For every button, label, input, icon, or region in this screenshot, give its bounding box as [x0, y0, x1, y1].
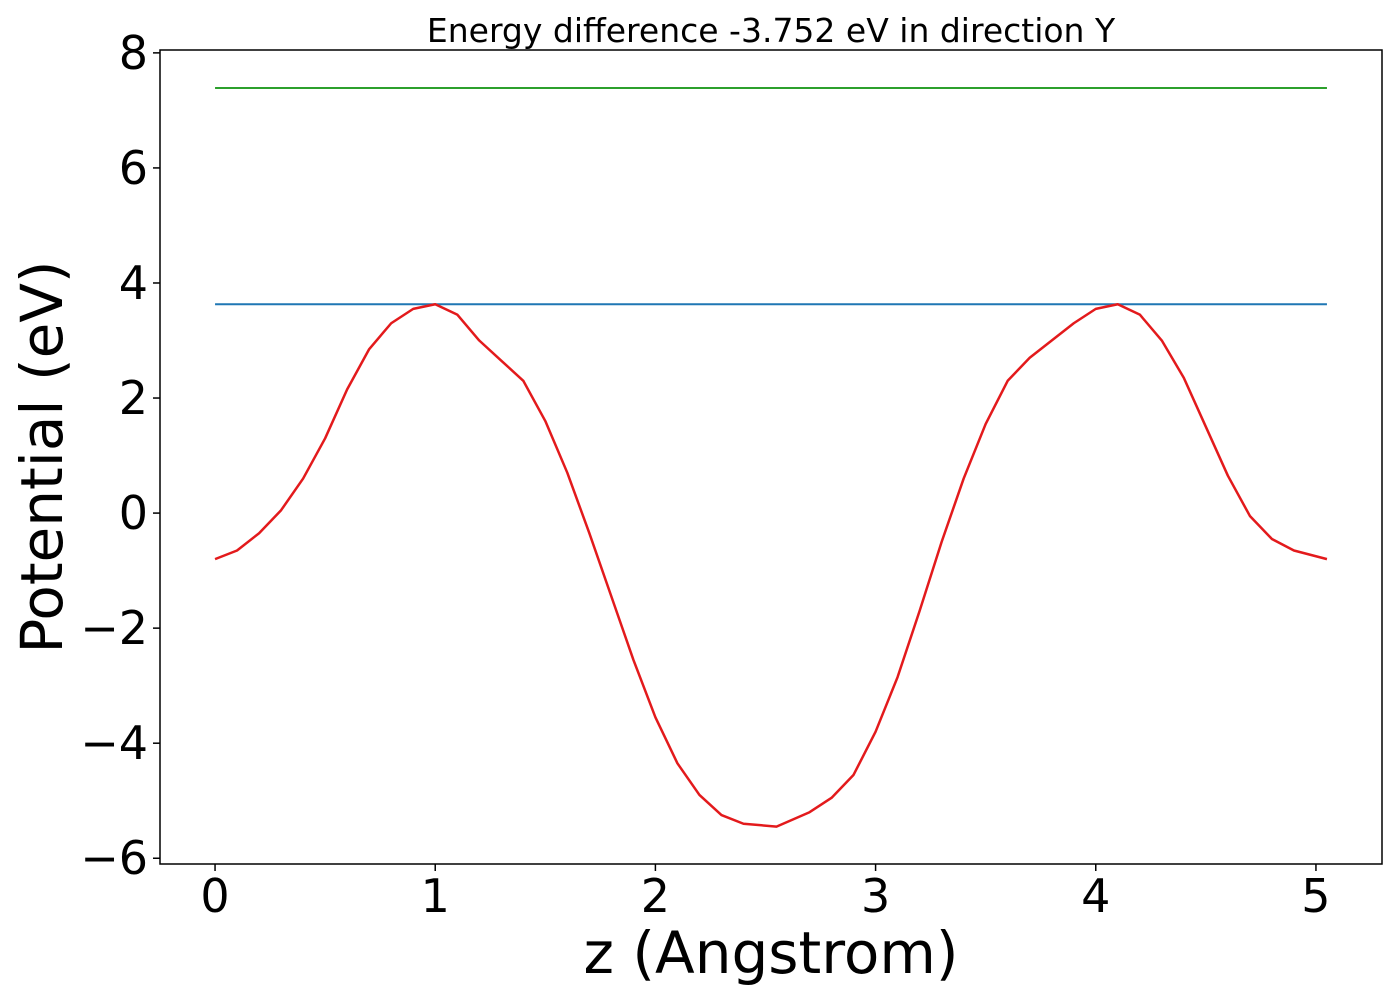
y-tick-label: 4 [119, 256, 148, 310]
y-axis: −6 −4 −2 0 2 4 6 8 [80, 26, 160, 885]
x-axis-title: z (Angstrom) [584, 919, 959, 987]
y-tick-label: 8 [119, 26, 148, 80]
y-axis-title: Potential (eV) [8, 260, 76, 653]
y-tick-label: −4 [80, 716, 148, 770]
x-tick-label: 0 [200, 869, 229, 923]
x-tick-label: 5 [1301, 869, 1330, 923]
series-layer [214, 86, 1328, 828]
x-tick-label: 3 [861, 869, 890, 923]
x-tick-label: 2 [641, 869, 670, 923]
plot-frame [159, 49, 1383, 865]
y-tick-label: 2 [119, 371, 148, 425]
y-tick-label: 6 [119, 141, 148, 195]
series-line-3 [214, 303, 1328, 828]
y-tick-label: −2 [80, 601, 148, 655]
x-axis: 0 1 2 3 4 5 [200, 864, 1331, 923]
chart-title: Energy difference -3.752 eV in direction… [427, 11, 1116, 50]
y-tick-label: −6 [80, 831, 148, 885]
x-tick-label: 1 [421, 869, 450, 923]
y-tick-label: 0 [119, 486, 148, 540]
x-tick-label: 4 [1081, 869, 1110, 923]
